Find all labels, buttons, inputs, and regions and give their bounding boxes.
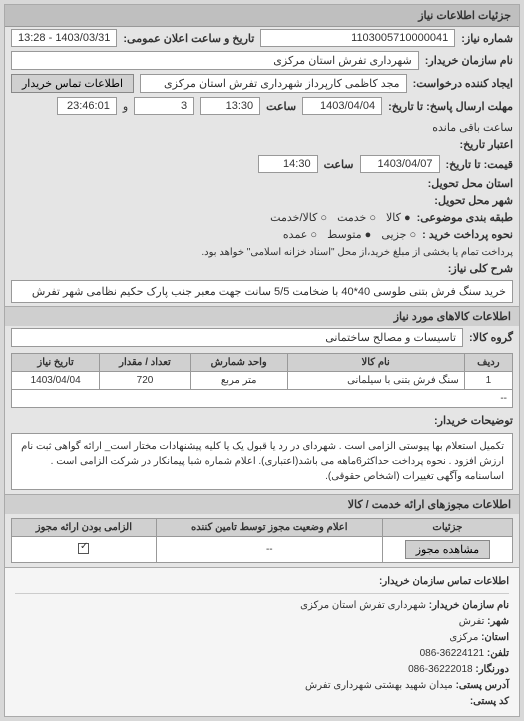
subject-box: خرید سنگ فرش بتنی طوسی 40*40 با ضخامت 5/…	[11, 280, 513, 303]
th-qty: تعداد / مقدار	[100, 354, 191, 372]
license-row: مشاهده مجوز --	[12, 537, 513, 563]
tel-label: تلفن:	[487, 648, 509, 659]
org-value: شهرداری تفرش استان مرکزی	[300, 600, 426, 611]
address-value: میدان شهید بهشتی شهرداری تفرش	[305, 680, 453, 691]
province-value: مرکزی	[449, 632, 478, 643]
quote-time: 14:30	[258, 155, 318, 173]
request-number-label: شماره نیاز:	[461, 32, 513, 45]
table-row-dots: --	[12, 390, 513, 408]
radio-medium[interactable]: ● متوسط	[327, 228, 371, 241]
validity-label: اعتبار تاریخ:	[459, 138, 513, 151]
time-label-2: ساعت	[324, 158, 354, 171]
budget-label: طبقه بندی موضوعی:	[417, 211, 513, 224]
view-license-button[interactable]: مشاهده مجوز	[405, 540, 490, 559]
th-lic-status: اعلام وضعیت مجوز توسط تامین کننده	[156, 519, 382, 537]
th-row: ردیف	[464, 354, 512, 372]
fax-value: 36222018-086	[408, 664, 473, 675]
delivery-province-label: استان محل تحویل:	[428, 177, 513, 190]
remaining-label: ساعت باقی مانده	[432, 121, 513, 134]
payment-note: پرداخت تمام یا بخشی از مبلغ خرید،از محل …	[201, 247, 513, 258]
payment-radio-group[interactable]: ○ جزیی ● متوسط ○ عمده	[283, 228, 416, 241]
delivery-city-label: شهر محل تحویل:	[434, 194, 513, 207]
radio-goods[interactable]: ● کالا	[386, 211, 411, 224]
requester: مجد کاظمی کارپرداز شهرداری تفرش استان مر…	[140, 74, 407, 93]
cell-rownum: 1	[464, 372, 512, 390]
goods-group: تاسیسات و مصالح ساختمانی	[11, 328, 463, 347]
type-radio-group[interactable]: ● کالا ○ خدمت ○ کالا/خدمت	[270, 211, 410, 224]
buyer-name: شهرداری تفرش استان مرکزی	[11, 51, 419, 70]
province-label: استان:	[481, 632, 509, 643]
quote-date: 1403/04/07	[360, 155, 440, 173]
org-label: نام سازمان خریدار:	[429, 600, 509, 611]
goods-table: ردیف نام کالا واحد شمارش تعداد / مقدار ت…	[11, 353, 513, 408]
address-label: آدرس پستی:	[456, 680, 509, 691]
goods-group-label: گروه کالا:	[469, 331, 513, 344]
radio-service[interactable]: ○ خدمت	[337, 211, 376, 224]
payment-label: نحوه پرداخت خرید :	[422, 228, 513, 241]
license-status-cell: --	[156, 537, 382, 563]
buyer-name-label: نام سازمان خریدار:	[425, 54, 513, 67]
city-label: شهر:	[487, 616, 509, 627]
deadline-label: مهلت ارسال پاسخ: تا تاریخ:	[388, 100, 513, 113]
deadline-time: 13:30	[200, 97, 260, 115]
subject-label: شرح کلی نیاز:	[448, 262, 513, 275]
license-table: جزئیات اعلام وضعیت مجوز توسط تامین کننده…	[11, 518, 513, 563]
fax-label: دورنگار:	[475, 664, 509, 675]
requester-label: ایجاد کننده درخواست:	[413, 77, 513, 90]
and-label: و	[123, 100, 128, 113]
request-number: 1103005710000041	[260, 29, 455, 47]
required-checkbox	[78, 543, 89, 554]
deadline-date: 1403/04/04	[302, 97, 382, 115]
license-required-cell	[12, 537, 157, 563]
radio-partial[interactable]: ○ جزیی	[381, 228, 416, 241]
quote-date-label: قیمت: تا تاریخ:	[446, 158, 513, 171]
time-label-1: ساعت	[266, 100, 296, 113]
license-header: اطلاعات مجوزهای ارائه خدمت / کالا	[5, 494, 519, 514]
cell-dots: --	[12, 390, 513, 408]
th-unit: واحد شمارش	[190, 354, 287, 372]
city-value: تفرش	[459, 616, 485, 627]
th-name: نام کالا	[287, 354, 464, 372]
th-lic-details: جزئیات	[382, 519, 512, 537]
remaining-days: 3	[134, 97, 194, 115]
radio-both[interactable]: ○ کالا/خدمت	[270, 211, 327, 224]
goods-header: اطلاعات کالاهای مورد نیاز	[5, 306, 519, 326]
cell-date: 1403/04/04	[12, 372, 100, 390]
th-lic-required: الزامی بودن ارائه مجوز	[12, 519, 157, 537]
contact-box: اطلاعات تماس سازمان خریدار: نام سازمان خ…	[5, 567, 519, 716]
section-header: جزئیات اطلاعات نیاز	[5, 5, 519, 27]
contact-button[interactable]: اطلاعات تماس خریدار	[11, 74, 134, 93]
tel-value: 36224121-086	[420, 648, 485, 659]
announce-label: تاریخ و ساعت اعلان عمومی:	[123, 32, 254, 45]
note-label: توضیحات خریدار:	[434, 414, 513, 427]
radio-major[interactable]: ○ عمده	[283, 228, 317, 241]
cell-qty: 720	[100, 372, 191, 390]
postal-label: کد پستی:	[470, 696, 509, 707]
announce-value: 1403/03/31 - 13:28	[11, 29, 117, 47]
th-date: تاریخ نیاز	[12, 354, 100, 372]
cell-name: سنگ فرش بتنی با سیلمانی	[287, 372, 464, 390]
note-box: تکمیل استعلام بها پیوستی الزامی است . شه…	[11, 433, 513, 490]
cell-unit: متر مربع	[190, 372, 287, 390]
remaining-time: 23:46:01	[57, 97, 117, 115]
table-row: 1 سنگ فرش بتنی با سیلمانی متر مربع 720 1…	[12, 372, 513, 390]
contact-header: اطلاعات تماس سازمان خریدار:	[15, 574, 509, 594]
